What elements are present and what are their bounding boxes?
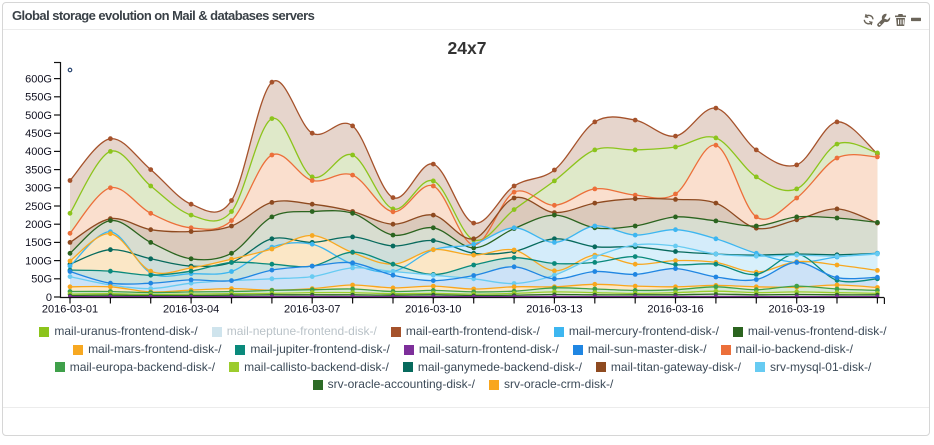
svg-text:2016-03-10: 2016-03-10 — [405, 304, 461, 316]
svg-text:2016-03-16: 2016-03-16 — [647, 304, 703, 316]
svg-text:2016-03-19: 2016-03-19 — [769, 304, 825, 316]
svg-text:600G: 600G — [25, 73, 52, 85]
svg-text:300G: 300G — [25, 183, 52, 195]
svg-text:50G: 50G — [31, 274, 52, 286]
svg-text:150G: 150G — [25, 237, 52, 249]
svg-text:550G: 550G — [25, 92, 52, 104]
svg-text:2016-03-01: 2016-03-01 — [42, 304, 98, 316]
svg-text:250G: 250G — [25, 201, 52, 213]
svg-text:500G: 500G — [25, 110, 52, 122]
svg-text:450G: 450G — [25, 128, 52, 140]
svg-text:200G: 200G — [25, 219, 52, 231]
svg-text:0: 0 — [46, 292, 52, 304]
svg-text:400G: 400G — [25, 146, 52, 158]
svg-text:2016-03-04: 2016-03-04 — [163, 304, 219, 316]
svg-text:2016-03-07: 2016-03-07 — [284, 304, 340, 316]
svg-text:350G: 350G — [25, 164, 52, 176]
svg-text:100G: 100G — [25, 255, 52, 267]
svg-text:2016-03-13: 2016-03-13 — [526, 304, 582, 316]
